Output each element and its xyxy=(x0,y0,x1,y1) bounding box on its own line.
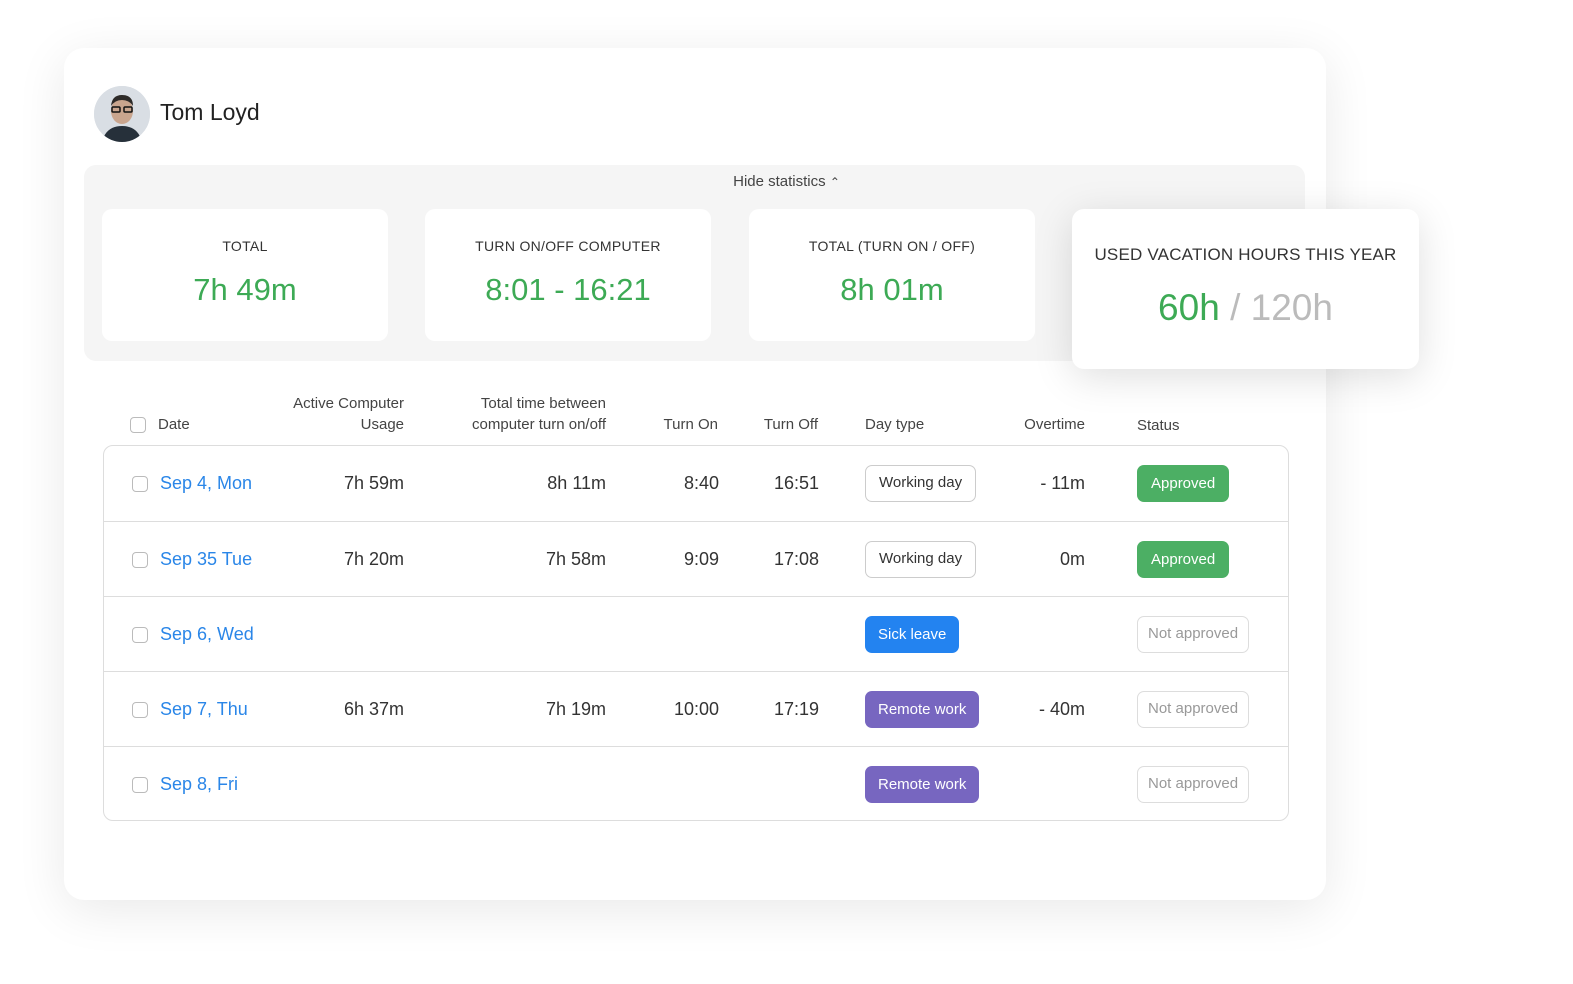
overtime: - 11m xyxy=(1040,473,1085,493)
total-time: 8h 11m xyxy=(547,473,606,493)
date-link[interactable]: Sep 35 Tue xyxy=(160,549,253,569)
vacation-total: 120h xyxy=(1250,287,1333,328)
stat-label: TOTAL xyxy=(222,238,268,254)
stat-card-total-turn-on-off: TOTAL (TURN ON / OFF) 8h 01m xyxy=(749,209,1035,341)
header-active-usage[interactable]: Active Computer Usage xyxy=(254,393,404,435)
hide-statistics-toggle[interactable]: Hide statistics ⌃ xyxy=(0,173,1573,190)
total-time: 7h 58m xyxy=(545,549,606,569)
day-type-badge[interactable]: Remote work xyxy=(865,766,980,803)
header-line: Total time between xyxy=(480,395,606,412)
status-badge[interactable]: Approved xyxy=(1137,465,1230,502)
stat-value: 7h 49m xyxy=(193,272,297,307)
row-checkbox[interactable] xyxy=(132,777,148,793)
header-day-type[interactable]: Day type xyxy=(865,416,925,433)
vacation-used: 60h xyxy=(1158,287,1220,328)
date-link[interactable]: Sep 8, Fri xyxy=(160,774,239,794)
header-turn-on[interactable]: Turn On xyxy=(663,416,718,433)
row-checkbox[interactable] xyxy=(132,552,148,568)
status-badge[interactable]: Not approved xyxy=(1137,691,1250,728)
active-usage: 6h 37m xyxy=(343,699,404,719)
table-row: Sep 4, Mon 7h 59m 8h 11m 8:40 16:51 Working d… xyxy=(104,446,1288,521)
timesheet-table: Sep 4, Mon 7h 59m 8h 11m 8:40 16:51 Working d… xyxy=(103,445,1289,821)
turn-off: 16:51 xyxy=(773,473,819,493)
turn-on: 10:00 xyxy=(673,699,719,719)
header-turn-off[interactable]: Turn Off xyxy=(763,416,818,433)
status-badge[interactable]: Approved xyxy=(1137,541,1230,578)
date-link[interactable]: Sep 6, Wed xyxy=(160,624,254,644)
stat-label: TOTAL (TURN ON / OFF) xyxy=(808,238,976,254)
overtime: 0m xyxy=(1059,549,1085,569)
user-photo-icon xyxy=(94,86,150,142)
header-total-time[interactable]: Total time between computer turn on/off xyxy=(420,393,606,435)
day-type-badge[interactable]: Working day xyxy=(865,465,977,502)
header-date[interactable]: Date xyxy=(158,416,190,433)
header-overtime[interactable]: Overtime xyxy=(1024,416,1085,433)
total-time: 7h 19m xyxy=(545,699,606,719)
row-checkbox[interactable] xyxy=(132,476,148,492)
table-row: Sep 35 Tue 7h 20m 7h 58m 9:09 17:08 Working d… xyxy=(104,521,1288,596)
table-row: Sep 7, Thu 6h 37m 7h 19m 10:00 17:19 Remote w… xyxy=(104,671,1288,746)
stat-card-total: TOTAL 7h 49m xyxy=(102,209,388,341)
table-row: Sep 8, Fri Remote work Not approved xyxy=(104,746,1288,820)
stat-value: 8h 01m xyxy=(840,272,944,307)
date-link[interactable]: Sep 4, Mon xyxy=(160,473,253,493)
status-badge[interactable]: Not approved xyxy=(1137,766,1250,803)
day-type-badge[interactable]: Working day xyxy=(865,541,977,578)
overtime: - 40m xyxy=(1038,699,1085,719)
turn-off: 17:19 xyxy=(773,699,819,719)
turn-on: 8:40 xyxy=(683,473,719,493)
turn-on: 9:09 xyxy=(683,549,719,569)
active-usage: 7h 59m xyxy=(343,473,404,493)
header-line: Active Computer xyxy=(293,395,404,412)
stat-value: 8:01 - 16:21 xyxy=(485,272,651,307)
vacation-hours-card: USED VACATION HOURS THIS YEAR 60h / 120h xyxy=(1072,209,1419,369)
active-usage: 7h 20m xyxy=(343,549,404,569)
day-type-badge[interactable]: Remote work xyxy=(865,691,980,728)
table-row: Sep 6, Wed Sick leave Not approved xyxy=(104,596,1288,671)
vacation-label: USED VACATION HOURS THIS YEAR xyxy=(1094,245,1397,264)
vacation-separator: / xyxy=(1230,287,1241,328)
day-type-badge[interactable]: Sick leave xyxy=(865,616,960,653)
turn-off: 17:08 xyxy=(773,549,819,569)
user-name: Tom Loyd xyxy=(160,99,260,125)
header-line: Usage xyxy=(360,416,404,433)
status-badge[interactable]: Not approved xyxy=(1137,616,1250,653)
chevron-double-up-icon[interactable]: ⌃ xyxy=(829,175,840,189)
header-line: computer turn on/off xyxy=(472,416,606,433)
hide-statistics-label[interactable]: Hide statistics xyxy=(733,173,826,190)
row-checkbox[interactable] xyxy=(132,627,148,643)
stat-card-turn-on-off: TURN ON/OFF COMPUTER 8:01 - 16:21 xyxy=(425,209,711,341)
avatar xyxy=(94,86,150,142)
header-status[interactable]: Status xyxy=(1137,417,1180,434)
date-link[interactable]: Sep 7, Thu xyxy=(160,699,248,719)
row-checkbox[interactable] xyxy=(132,702,148,718)
stat-label: TURN ON/OFF COMPUTER xyxy=(475,238,661,254)
select-all-checkbox[interactable] xyxy=(130,417,146,433)
